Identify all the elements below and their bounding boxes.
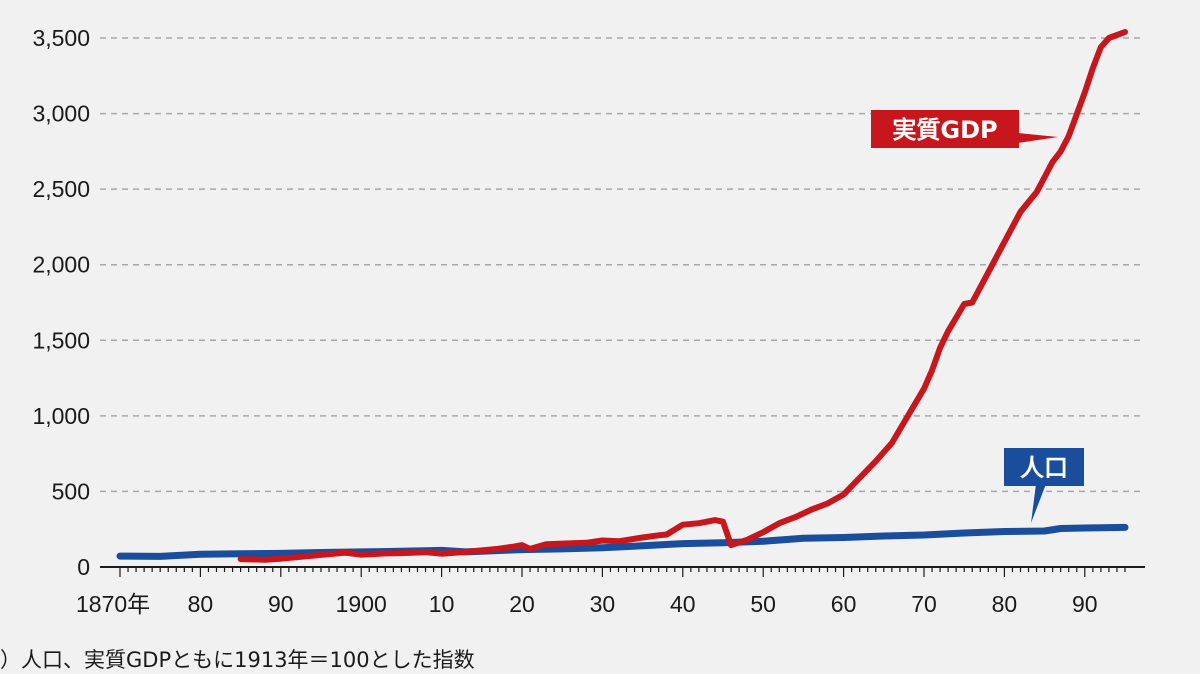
y-tick-label: 3,500	[32, 25, 90, 51]
gdp-series-line	[237, 29, 1128, 563]
population-label-box	[1004, 448, 1084, 486]
x-tick-label: 80	[188, 591, 214, 617]
x-tick-label: 30	[590, 591, 616, 617]
population-series-line	[116, 523, 1129, 560]
x-tick-label: 70	[911, 591, 937, 617]
y-tick-label: 2,500	[32, 176, 90, 202]
y-tick-label: 500	[52, 478, 90, 504]
footnote: ）人口、実質GDPともに1913年＝100とした指数	[0, 648, 475, 672]
x-tick-label: 40	[670, 591, 696, 617]
population-series-label: 人口	[1004, 448, 1084, 523]
series-lines	[116, 29, 1129, 563]
x-tick-label: 60	[831, 591, 857, 617]
x-tick-label: 50	[750, 591, 776, 617]
y-tick-label: 3,000	[32, 101, 90, 127]
gdp-series-label: 実質GDP	[871, 110, 1058, 148]
population-label-text: 人口	[1020, 454, 1068, 482]
x-tick-label: 1900	[336, 591, 387, 617]
x-tick-label: 90	[1072, 591, 1098, 617]
gdp-label-pointer	[1018, 133, 1058, 143]
x-axis: 1870年 80 90 1900 10 20 30 40 50 60 70 80 90	[76, 566, 1145, 617]
x-tick-label: 80	[992, 591, 1018, 617]
gdp-label-text: 実質GDP	[892, 116, 997, 144]
x-tick-label: 1870年	[76, 591, 150, 617]
y-axis-ticks: 0 500 1,000 1,500 2,000 2,500 3,000 3,500	[32, 25, 90, 580]
y-tick-label: 2,000	[32, 252, 90, 278]
y-tick-label: 1,500	[32, 327, 90, 353]
x-tick-label: 10	[429, 591, 455, 617]
gridlines	[100, 37, 1145, 493]
x-tick-label: 20	[509, 591, 535, 617]
gdp-label-box	[871, 110, 1019, 148]
population-label-pointer	[1031, 484, 1046, 523]
y-tick-label: 0	[77, 554, 90, 580]
x-tick-label: 90	[268, 591, 294, 617]
y-tick-label: 1,000	[32, 403, 90, 429]
